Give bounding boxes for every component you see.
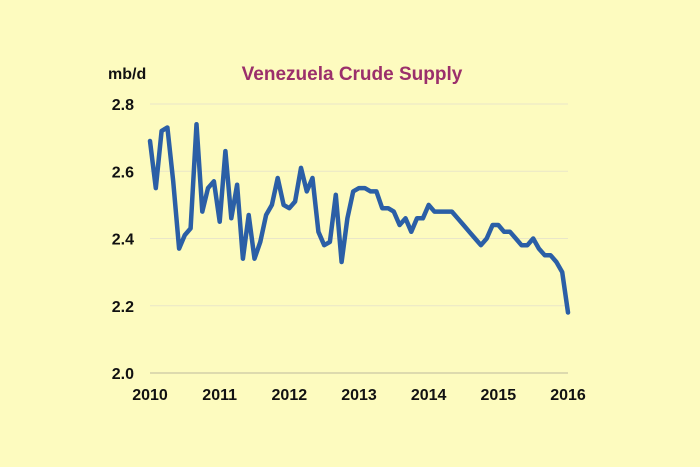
- y-tick-label: 2.0: [112, 366, 134, 383]
- data-point: [190, 227, 192, 229]
- data-point: [213, 180, 215, 182]
- data-point: [283, 204, 285, 206]
- y-tick-labels: 2.0 2.2 2.4 2.6 2.8: [112, 97, 134, 383]
- data-point: [550, 254, 552, 256]
- data-point: [433, 211, 435, 213]
- data-point: [196, 123, 197, 125]
- data-point: [352, 190, 354, 192]
- data-point: [300, 167, 302, 169]
- y-tick-label: 2.6: [112, 164, 134, 181]
- data-point: [277, 177, 279, 179]
- data-point: [219, 221, 221, 223]
- x-tick-label: 2011: [202, 387, 237, 404]
- data-points: [149, 123, 569, 313]
- data-point: [416, 217, 418, 219]
- data-point: [428, 204, 430, 206]
- data-point: [538, 248, 540, 250]
- data-point: [468, 231, 470, 233]
- data-point: [515, 238, 517, 239]
- x-tick-label: 2016: [550, 387, 586, 404]
- data-point: [381, 207, 383, 209]
- data-point: [439, 211, 441, 213]
- data-point: [288, 207, 290, 209]
- data-point: [375, 190, 377, 192]
- data-point: [526, 244, 528, 246]
- data-point: [184, 234, 186, 236]
- data-point: [329, 241, 331, 243]
- data-point: [393, 211, 395, 213]
- x-tick-label: 2012: [272, 387, 308, 404]
- data-point: [480, 244, 482, 246]
- data-point: [463, 224, 464, 226]
- data-point: [486, 238, 488, 239]
- x-tick-label: 2013: [341, 387, 377, 404]
- data-point: [422, 217, 424, 219]
- data-point: [271, 204, 273, 206]
- data-point: [532, 238, 534, 239]
- data-point: [323, 244, 325, 246]
- data-point: [567, 312, 569, 313]
- data-point: [224, 150, 226, 152]
- data-point: [248, 214, 250, 216]
- data-point: [335, 194, 337, 196]
- data-point: [265, 214, 267, 216]
- data-point: [521, 244, 522, 246]
- data-point: [341, 261, 343, 263]
- data-point: [405, 217, 406, 219]
- data-point: [509, 231, 511, 233]
- data-point: [294, 201, 296, 202]
- x-tick-label: 2010: [132, 387, 168, 404]
- data-point: [242, 258, 244, 260]
- gridlines: [150, 103, 568, 307]
- y-tick-label: 2.2: [112, 299, 134, 316]
- data-point: [451, 211, 453, 213]
- x-tick-labels: 2010 2011 2012 2013 2014 2015 2016: [132, 387, 586, 404]
- x-tick-label: 2014: [411, 387, 447, 404]
- data-point: [410, 231, 412, 233]
- y-tick-label: 2.8: [112, 97, 134, 114]
- data-point: [306, 190, 308, 192]
- data-point: [317, 231, 319, 233]
- data-point: [201, 211, 203, 213]
- data-point: [561, 271, 563, 273]
- data-point: [346, 217, 348, 219]
- data-point: [230, 217, 232, 219]
- data-point: [387, 207, 389, 209]
- data-point: [399, 224, 401, 226]
- data-point: [172, 180, 174, 182]
- data-point: [259, 241, 261, 243]
- data-point: [457, 217, 459, 219]
- data-point: [236, 184, 238, 186]
- data-point: [497, 224, 499, 226]
- x-tick-label: 2015: [481, 387, 517, 404]
- data-point: [445, 211, 447, 213]
- y-axis-unit-label: mb/d: [108, 66, 146, 83]
- data-point: [370, 190, 372, 192]
- data-point: [544, 254, 546, 256]
- data-point: [358, 187, 360, 189]
- data-point: [161, 130, 163, 132]
- data-point: [474, 238, 476, 239]
- data-point: [503, 231, 505, 233]
- data-point: [492, 224, 494, 226]
- data-point: [155, 187, 157, 189]
- data-point: [207, 187, 209, 189]
- data-point: [312, 177, 313, 179]
- data-point: [364, 187, 366, 189]
- data-point: [555, 261, 557, 263]
- data-point: [178, 248, 180, 250]
- y-tick-label: 2.4: [112, 232, 134, 249]
- data-point: [254, 258, 255, 260]
- data-point: [149, 140, 151, 142]
- data-point: [166, 127, 168, 128]
- chart-title: Venezuela Crude Supply: [242, 64, 463, 85]
